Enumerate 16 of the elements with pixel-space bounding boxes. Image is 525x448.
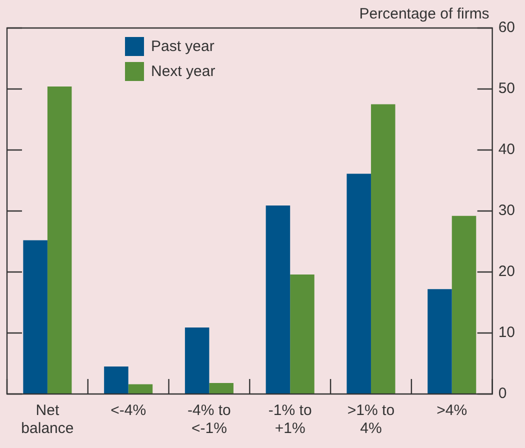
x-tick-label: >1% to 4% bbox=[347, 402, 395, 438]
x-tick-label: -1% to +1% bbox=[268, 402, 312, 438]
x-tick-label: >4% bbox=[436, 402, 468, 420]
legend-label: Past year bbox=[151, 38, 214, 56]
y-tick-label: 40 bbox=[498, 141, 516, 158]
x-tick-label: <-4% bbox=[110, 402, 146, 420]
y-tick-label: 20 bbox=[498, 263, 516, 280]
y-tick-label: 10 bbox=[498, 324, 516, 342]
y-tick-label: 50 bbox=[498, 80, 516, 98]
x-tick-label: -4% to <-1% bbox=[188, 402, 231, 438]
y-tick-label: 30 bbox=[498, 202, 516, 220]
legend-label: Next year bbox=[151, 63, 216, 80]
y-tick-label: 60 bbox=[498, 19, 516, 36]
y-tick-label: 0 bbox=[498, 385, 507, 402]
y-axis-title: Percentage of firms bbox=[359, 6, 490, 23]
x-tick-label: Net balance bbox=[21, 402, 74, 438]
